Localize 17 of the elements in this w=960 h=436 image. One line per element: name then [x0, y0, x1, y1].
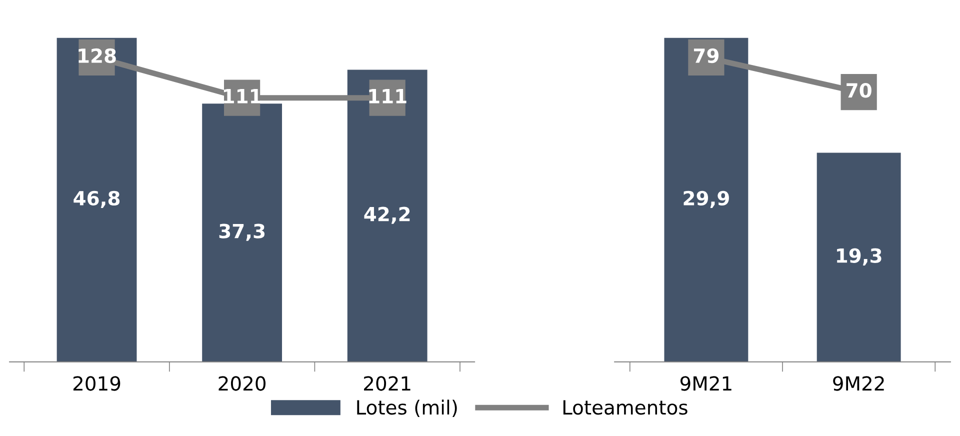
data-label: 111 — [369, 89, 406, 104]
legend-label: Lotes (mil) — [357, 400, 457, 418]
data-label: 128 — [78, 48, 116, 64]
data-label: 37,3 — [219, 224, 264, 241]
x-tick-label: 2021 — [364, 376, 410, 391]
x-tick-label: 9M22 — [833, 376, 884, 391]
data-label: 29,9 — [684, 190, 729, 208]
data-label: 111 — [224, 89, 262, 104]
data-label: 70 — [846, 83, 872, 98]
legend-label: Loteamentos — [563, 400, 688, 415]
x-tick-label: 2019 — [73, 376, 120, 391]
data-label: 19,3 — [837, 248, 882, 266]
data-label: 46,8 — [74, 190, 120, 208]
x-tick-label: 2020 — [218, 376, 266, 391]
data-label: 42,2 — [364, 206, 410, 224]
x-tick-label: 9M21 — [680, 376, 732, 391]
data-label: 79 — [694, 48, 718, 64]
